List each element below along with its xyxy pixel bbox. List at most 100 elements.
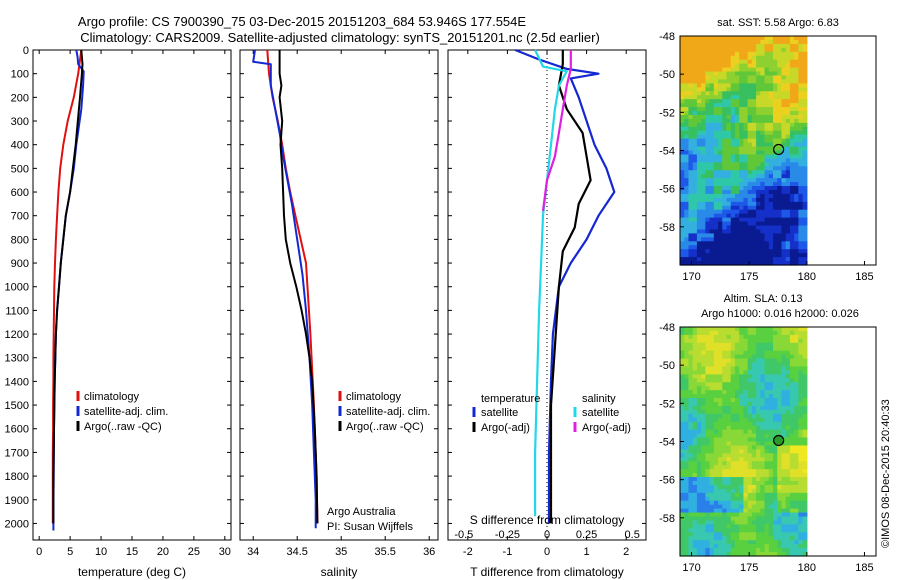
- map-cell: [726, 118, 732, 124]
- map-cell: [734, 512, 740, 518]
- map-cell: [718, 342, 723, 348]
- map-cell: [701, 354, 706, 360]
- map-cell: [734, 484, 740, 490]
- map-cell: [802, 354, 808, 360]
- map-cell: [756, 346, 761, 352]
- map-cell: [773, 170, 778, 175]
- map-cell: [680, 134, 685, 140]
- map-cell: [688, 170, 694, 175]
- map-cell: [734, 253, 740, 258]
- map-cell: [794, 91, 799, 96]
- map-cell: [739, 386, 745, 391]
- s-tick-label: -0.25: [495, 529, 520, 541]
- map-cell: [680, 512, 685, 518]
- map-cell: [709, 417, 715, 423]
- map-cell: [802, 374, 808, 379]
- map-cell: [781, 382, 787, 387]
- map-cell: [798, 138, 804, 144]
- map-cell: [688, 544, 694, 549]
- map-cell: [768, 166, 774, 171]
- map-cell: [768, 457, 774, 462]
- map-cell: [730, 142, 736, 148]
- map-cell: [713, 484, 719, 490]
- map-cell: [751, 425, 757, 431]
- map-cell: [751, 528, 757, 533]
- map-cell: [696, 528, 702, 533]
- map-cell: [692, 154, 698, 159]
- map-cell: [785, 484, 791, 490]
- map-cell: [696, 445, 702, 450]
- x-tick-label: 30: [219, 546, 231, 558]
- map-cell: [688, 504, 694, 510]
- map-cell: [798, 417, 804, 423]
- map-cell: [705, 477, 711, 482]
- map-cell: [688, 197, 694, 203]
- map-cell: [785, 437, 791, 443]
- map-cell: [684, 186, 690, 191]
- map-cell: [785, 429, 791, 435]
- map-cell: [798, 107, 804, 112]
- map-cell: [734, 488, 740, 494]
- map-cell: [789, 512, 795, 518]
- map-cell: [743, 441, 749, 447]
- map-cell: [747, 405, 753, 411]
- map-cell: [696, 197, 702, 203]
- map-cell: [696, 75, 702, 81]
- map-cell: [688, 209, 694, 215]
- map-cell: [773, 540, 778, 545]
- map-cell: [692, 142, 698, 148]
- map-cell: [726, 552, 732, 557]
- map-cell: [756, 75, 761, 81]
- map-cell: [726, 433, 732, 439]
- map-cell: [688, 186, 694, 191]
- map-cell: [739, 55, 745, 61]
- map-cell: [747, 186, 753, 191]
- map-cell: [773, 390, 778, 395]
- map-cell: [768, 221, 774, 227]
- map-cell: [785, 79, 791, 84]
- map-cell: [684, 95, 690, 100]
- map-cell: [718, 233, 723, 238]
- map-cell: [730, 233, 736, 238]
- map-cell: [713, 378, 719, 383]
- map-cell: [764, 374, 770, 379]
- map-cell: [726, 441, 732, 447]
- map-cell: [734, 544, 740, 549]
- map-cell: [739, 374, 745, 379]
- map-cell: [713, 540, 719, 545]
- map-cell: [794, 87, 799, 92]
- map-cell: [713, 441, 719, 447]
- map-cell: [756, 130, 761, 136]
- map-cell: [794, 402, 799, 407]
- map-cell: [709, 500, 715, 506]
- map-cell: [709, 354, 715, 360]
- map-cell: [684, 394, 690, 399]
- map-cell: [768, 402, 774, 407]
- map-cell: [709, 229, 715, 235]
- map-cell: [764, 544, 770, 549]
- map-cell: [726, 249, 732, 254]
- map-cell: [760, 103, 766, 108]
- map-cell: [701, 91, 706, 96]
- map-cell: [794, 186, 799, 191]
- map-cell: [696, 520, 702, 526]
- map-cell: [696, 417, 702, 423]
- map-cell: [781, 425, 787, 431]
- map-cell: [798, 87, 804, 92]
- map-cell: [734, 107, 740, 112]
- map-cell: [802, 83, 808, 88]
- map-cell: [785, 83, 791, 88]
- map-cell: [756, 146, 761, 152]
- map-cell: [696, 43, 702, 49]
- map-cell: [718, 350, 723, 356]
- map-cell: [794, 205, 799, 211]
- map-cell: [701, 417, 706, 423]
- map-cell: [684, 425, 690, 431]
- map-cell: [696, 544, 702, 549]
- map-cell: [692, 457, 698, 462]
- map-cell: [802, 71, 808, 77]
- map-cell: [684, 166, 690, 171]
- map-cell: [751, 374, 757, 379]
- map-cell: [802, 496, 808, 502]
- map-cell: [701, 342, 706, 348]
